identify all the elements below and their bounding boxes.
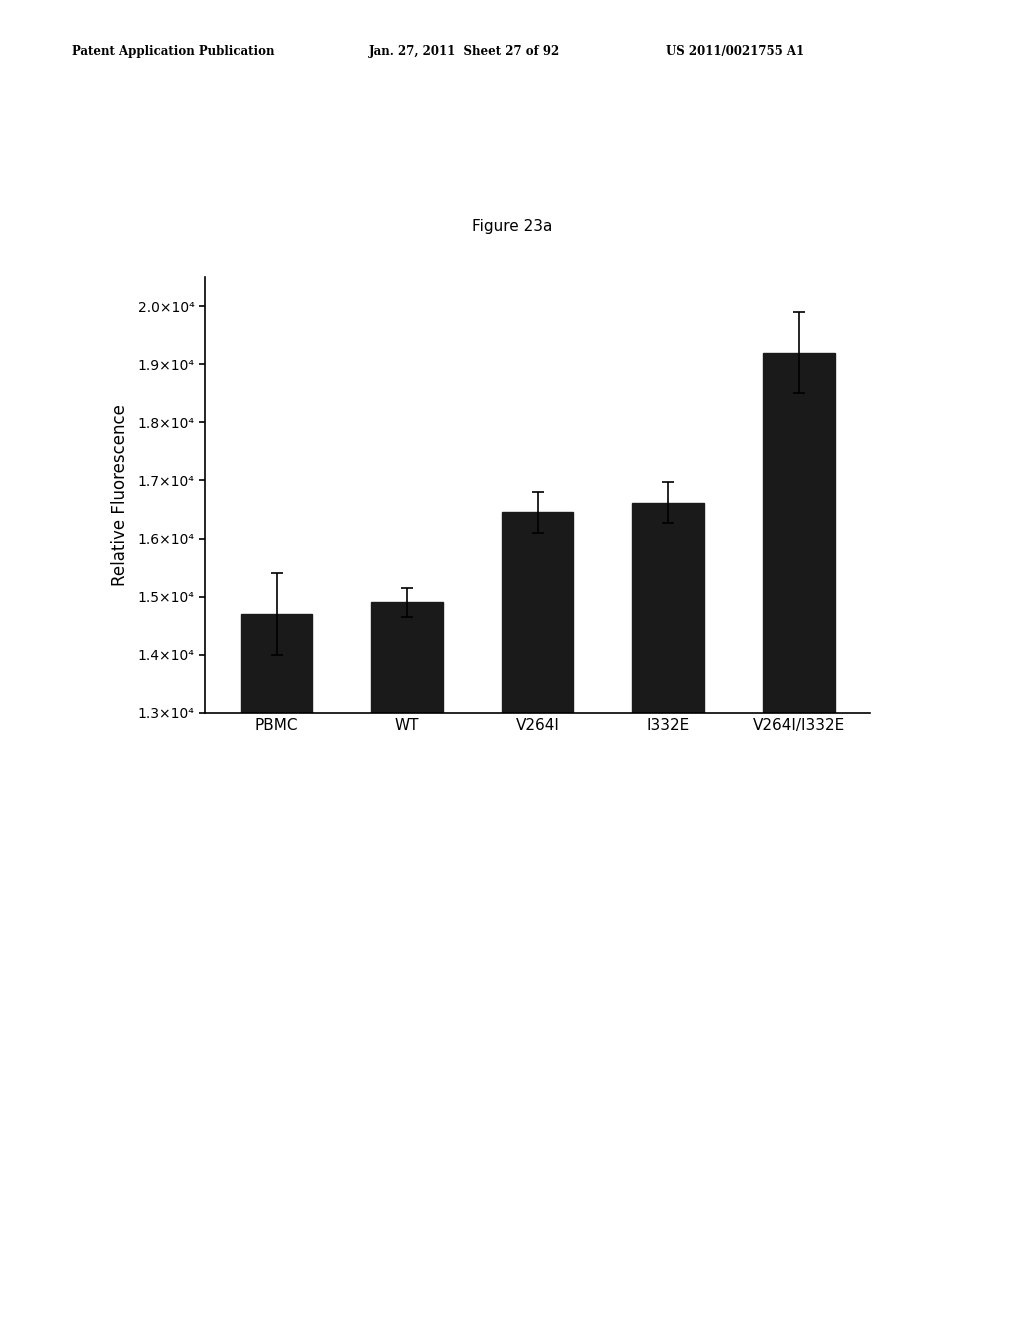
Bar	[763, 352, 835, 1320]
Y-axis label: Relative Fluorescence: Relative Fluorescence	[111, 404, 129, 586]
Bar	[502, 512, 573, 1320]
Bar	[241, 614, 312, 1320]
Bar	[632, 503, 705, 1320]
Text: Jan. 27, 2011  Sheet 27 of 92: Jan. 27, 2011 Sheet 27 of 92	[369, 45, 560, 58]
Text: US 2011/0021755 A1: US 2011/0021755 A1	[666, 45, 804, 58]
Bar	[372, 602, 443, 1320]
Text: Figure 23a: Figure 23a	[472, 219, 552, 234]
Text: Patent Application Publication: Patent Application Publication	[72, 45, 274, 58]
